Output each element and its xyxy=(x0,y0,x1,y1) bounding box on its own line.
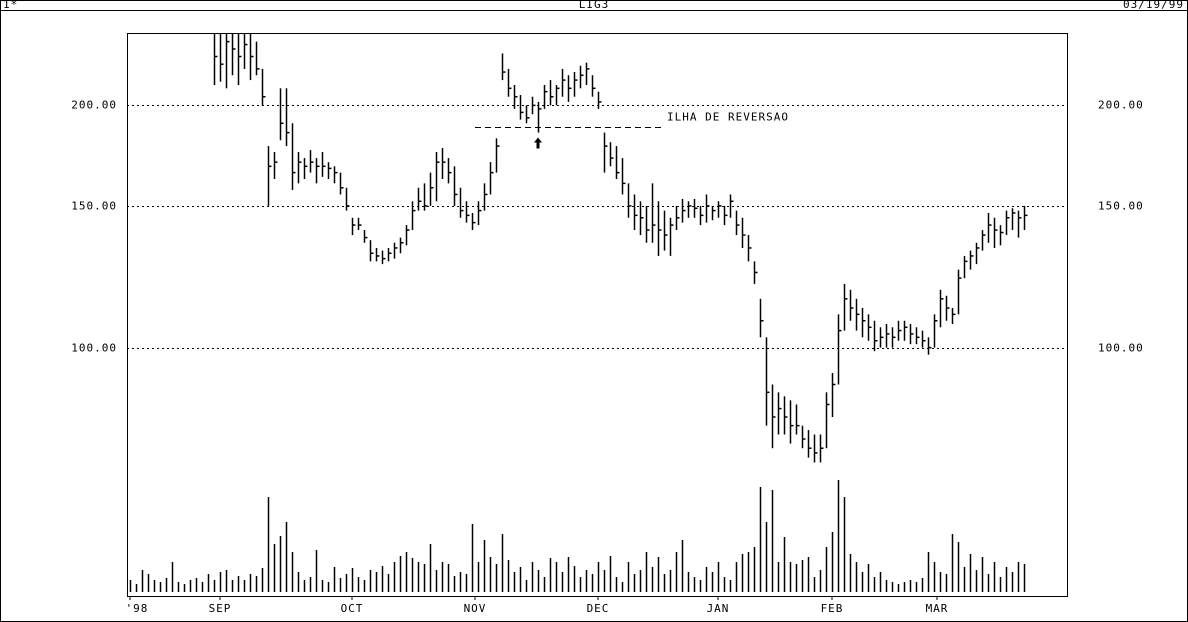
plot-area xyxy=(129,33,1028,592)
y-tick-label: 100.00 xyxy=(71,342,117,355)
x-tick-label: FEB xyxy=(821,602,844,615)
x-tick-label: OCT xyxy=(341,602,364,615)
corner-label: 1* xyxy=(3,0,18,11)
annotation-text: ILHA DE REVERSAO xyxy=(667,111,789,124)
plot-frame xyxy=(127,33,1068,597)
y-tick-label: 150.00 xyxy=(71,200,117,213)
y-tick-label-right: 150.00 xyxy=(1098,200,1144,213)
x-tick-label: SEP xyxy=(209,602,232,615)
y-tick-label-right: 100.00 xyxy=(1098,342,1144,355)
x-tick-label: DEC xyxy=(587,602,610,615)
y-tick-label: 200.00 xyxy=(71,99,117,112)
date-label: 03/19/99 xyxy=(1123,0,1184,11)
x-tick-label: '98 xyxy=(126,602,149,615)
annotation-arrow xyxy=(534,137,542,149)
y-tick-label-right: 200.00 xyxy=(1098,99,1144,112)
x-tick-label: NOV xyxy=(464,602,487,615)
chart-title: LIG3 xyxy=(579,0,610,11)
x-tick-label: JAN xyxy=(707,602,730,615)
x-tick-label: MAR xyxy=(926,602,949,615)
